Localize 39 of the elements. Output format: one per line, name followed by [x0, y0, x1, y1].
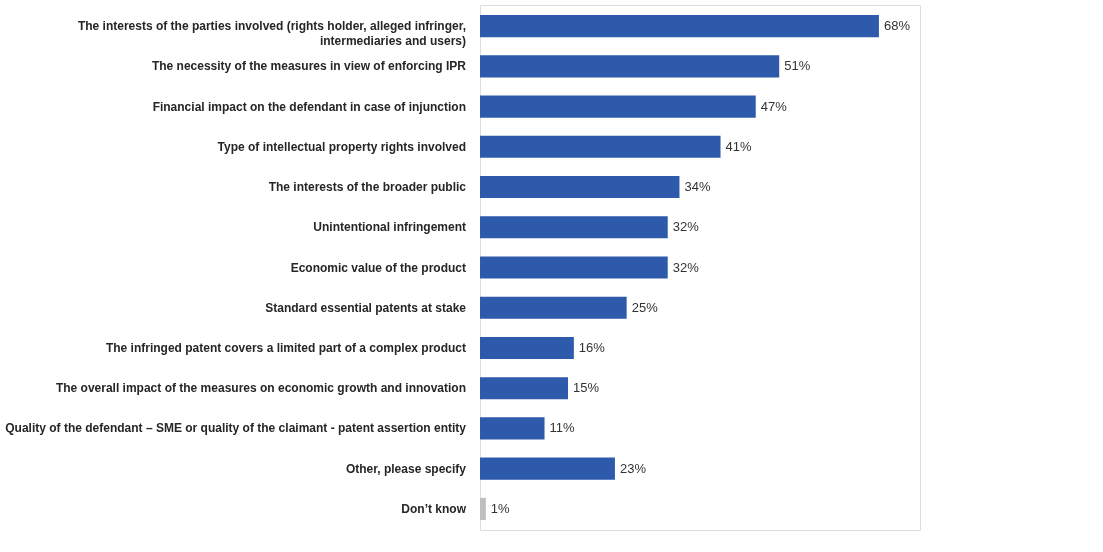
y-tick-label: The infringed patent covers a limited part of a complex product — [105, 340, 466, 355]
bar — [480, 216, 668, 239]
y-tick-label: Unintentional infringement — [313, 220, 466, 235]
data-label: 51% — [784, 58, 811, 74]
y-tick-label: Don’t know — [401, 501, 467, 516]
bar — [480, 336, 574, 360]
bar — [480, 497, 486, 520]
y-tick-label: The overall impact of the measures on economic growth and innovation — [55, 381, 466, 396]
data-label: 11% — [549, 420, 576, 436]
y-tick-label: Economic value of the product — [290, 260, 466, 275]
data-label: 34% — [684, 179, 711, 195]
data-label: 32% — [672, 219, 700, 235]
y-tick-label: Type of intellectual property rights involved — [217, 139, 466, 154]
y-tick-label: Other, please specify — [345, 461, 467, 476]
y-tick-label: The necessity of the measures in view of enforcing IPR — [151, 59, 467, 74]
bar — [480, 256, 668, 279]
data-label: 25% — [631, 299, 659, 315]
data-label: 68% — [883, 18, 911, 34]
y-tick-label: The interests of the broader public — [268, 180, 467, 195]
data-label: 1% — [490, 500, 511, 516]
y-tick-label: Quality of the defendant – SME or quality of the claimant - patent assertion entity — [5, 421, 467, 436]
data-label: 23% — [619, 460, 647, 476]
y-tick-label: Standard essential patents at stake — [265, 300, 467, 315]
bar — [480, 417, 545, 440]
data-label: 32% — [672, 259, 700, 275]
bar — [480, 377, 568, 400]
bar — [480, 296, 627, 319]
data-label: 16% — [578, 339, 606, 355]
y-tick-label: Financial impact on the defendant in case of injunction — [152, 99, 466, 114]
data-label: 41% — [725, 138, 752, 154]
data-label: 15% — [573, 380, 600, 396]
y-tick-label: The interests of the parties involved (rights holder, alleged infringer, intermediaries and users) — [77, 19, 466, 49]
bar — [480, 457, 615, 480]
bar — [480, 95, 756, 118]
bar — [480, 55, 780, 78]
bar — [480, 135, 721, 158]
data-label: 47% — [760, 98, 788, 114]
bar — [480, 175, 680, 199]
bar — [480, 15, 879, 38]
